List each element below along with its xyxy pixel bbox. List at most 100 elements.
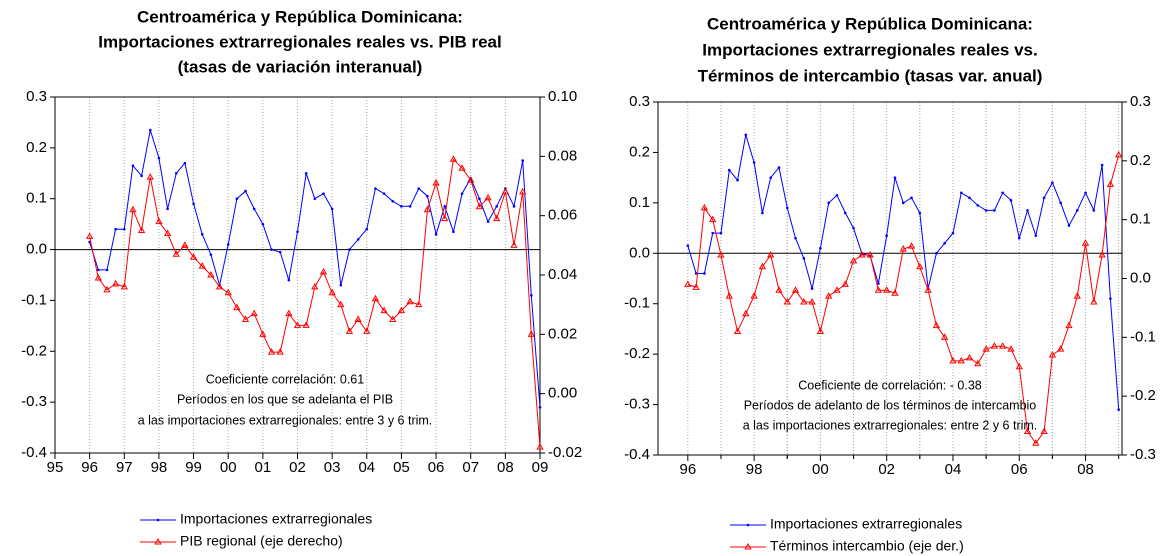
point	[261, 222, 265, 226]
legend-label: Términos intercambio (eje der.)	[770, 538, 964, 554]
point	[363, 327, 371, 334]
y-tick-label: 0.0	[26, 241, 47, 258]
y-tick-label: 0.1	[26, 190, 47, 207]
point	[703, 272, 706, 275]
y-tick-label: 0.1	[629, 194, 650, 211]
legend-marker	[744, 542, 752, 550]
point	[694, 272, 698, 275]
point	[999, 342, 1007, 349]
y2-tick-label: 0.2	[1130, 152, 1151, 169]
y2-tick-label: 0.08	[548, 147, 577, 164]
point	[519, 187, 527, 195]
point	[965, 353, 974, 361]
point	[932, 321, 941, 329]
point	[172, 250, 180, 257]
point	[1067, 224, 1071, 227]
point	[432, 179, 440, 186]
chart-title: Centroamérica y República Dominicana:	[707, 14, 1033, 33]
point	[993, 209, 996, 212]
point	[1032, 439, 1040, 446]
point	[968, 196, 971, 200]
point	[1026, 209, 1029, 212]
legend-marker	[156, 518, 160, 522]
point	[852, 226, 855, 230]
point	[129, 205, 137, 213]
y2-tick-label: 0.3	[1130, 93, 1151, 110]
point	[97, 268, 100, 272]
point	[941, 333, 949, 340]
point	[389, 315, 397, 322]
point	[114, 227, 117, 231]
y2-tick-label: -0.2	[1130, 387, 1156, 404]
point	[337, 300, 345, 308]
point	[512, 205, 516, 208]
point	[717, 250, 725, 258]
point	[874, 286, 883, 293]
point	[313, 197, 317, 201]
point	[742, 309, 750, 317]
point	[441, 214, 449, 222]
x-tick-label: 95	[47, 459, 64, 476]
x-tick-label: 03	[324, 459, 341, 476]
point	[189, 253, 198, 260]
point	[841, 280, 849, 287]
point	[858, 250, 866, 258]
point	[252, 207, 256, 211]
x-tick-label: 08	[1077, 461, 1094, 478]
point	[105, 268, 109, 272]
point	[293, 321, 302, 328]
point	[408, 205, 412, 208]
point	[527, 330, 535, 337]
x-tick-label: 98	[746, 461, 763, 478]
point	[1057, 345, 1065, 352]
point	[1092, 209, 1096, 212]
point	[467, 176, 475, 183]
point	[1017, 236, 1021, 240]
legend-marker	[746, 523, 750, 527]
point	[365, 227, 369, 231]
point	[1009, 199, 1013, 202]
point	[957, 356, 965, 364]
point	[916, 262, 924, 270]
y2-tick-label: 0.10	[548, 88, 577, 105]
legend-label: Importaciones extrarregionales	[770, 516, 962, 532]
point	[891, 289, 899, 296]
point	[267, 348, 276, 355]
point	[391, 199, 395, 203]
point	[276, 348, 284, 355]
point	[302, 321, 310, 328]
series-line	[687, 134, 1120, 410]
point	[397, 306, 406, 314]
point	[775, 286, 783, 293]
annotation: Coeficiente correlación: 0.61	[206, 372, 364, 386]
point	[501, 187, 510, 195]
point	[802, 257, 806, 260]
point	[224, 288, 232, 296]
point	[417, 187, 421, 190]
y-tick-label: 0.0	[629, 244, 650, 261]
point	[758, 262, 767, 270]
x-tick-label: 02	[878, 461, 895, 478]
point	[380, 306, 388, 314]
point	[122, 227, 126, 231]
point	[521, 159, 524, 162]
point	[166, 207, 169, 211]
point	[866, 250, 874, 258]
y-tick-label: -0.4	[624, 446, 650, 463]
legend-label: Importaciones extrarregionales	[180, 511, 372, 527]
chart-title: Términos de intercambio (tasas var. anua…	[698, 66, 1043, 85]
y-tick-label: -0.3	[624, 396, 650, 413]
point	[910, 196, 913, 200]
point	[426, 194, 429, 198]
x-tick-label: 02	[289, 459, 306, 476]
y2-tick-label: 0.00	[548, 385, 577, 402]
point	[345, 327, 354, 334]
point	[843, 211, 847, 215]
y2-tick-label: 0.04	[548, 266, 577, 283]
point	[209, 253, 213, 256]
point	[146, 173, 154, 180]
point	[1117, 408, 1120, 411]
x-tick-label: 96	[679, 461, 696, 478]
annotation: Coeficiente de correlación: - 0.38	[798, 378, 981, 392]
y-tick-label: 0.2	[629, 143, 650, 160]
